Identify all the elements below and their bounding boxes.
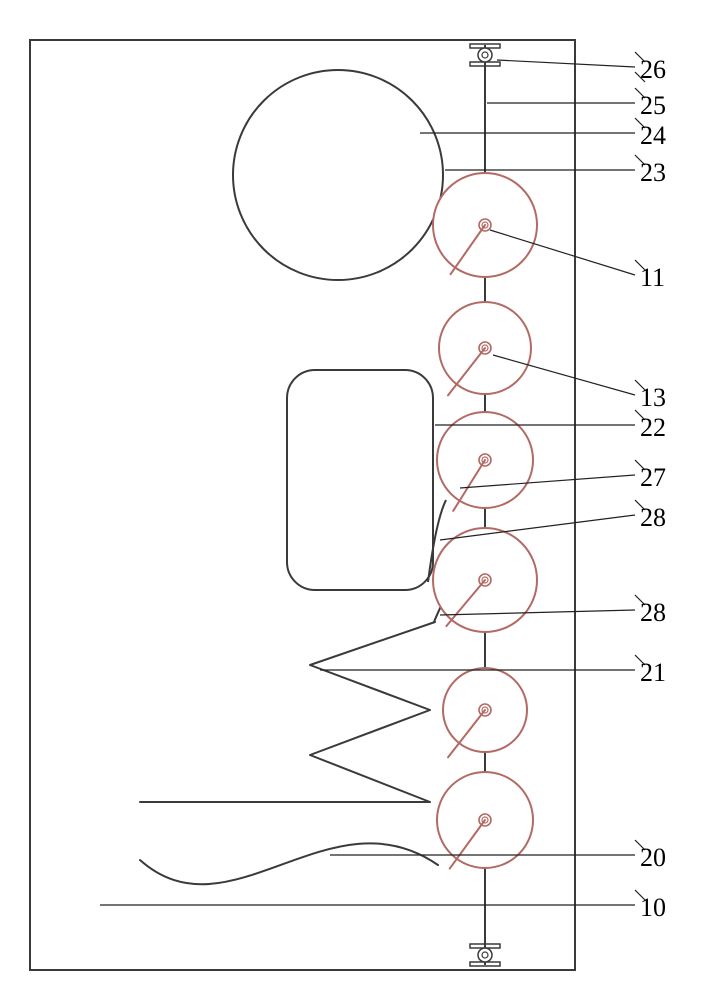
- label-22: 22: [640, 413, 666, 442]
- label-23: 23: [640, 158, 666, 187]
- s-curve-20: [140, 843, 438, 884]
- diagram-svg: 26 2524 23 11 1322 27 28 28 21 20 10: [0, 0, 703, 1000]
- zigzag-21: [140, 622, 435, 802]
- label-11: 11: [640, 263, 665, 292]
- label-25: 25: [640, 91, 666, 120]
- label-10: 10: [640, 893, 666, 922]
- label-28: 28: [640, 598, 666, 627]
- large-circle-23: [233, 70, 443, 280]
- rounded-rect-22: [287, 370, 433, 590]
- label-20: 20: [640, 843, 666, 872]
- label-leader: [440, 515, 635, 540]
- axle-mount-bearing: [478, 948, 492, 962]
- label-24: 24: [640, 121, 666, 150]
- label-13: 13: [640, 383, 666, 412]
- label-27: 27: [640, 463, 666, 492]
- axle-mount-bearing: [478, 48, 492, 62]
- label-26: 26: [640, 55, 666, 84]
- diagram-canvas: 26 2524 23 11 1322 27 28 28 21 20 10: [0, 0, 703, 1000]
- label-21: 21: [640, 658, 666, 687]
- label-leader: [497, 60, 635, 67]
- label-28: 28: [640, 503, 666, 532]
